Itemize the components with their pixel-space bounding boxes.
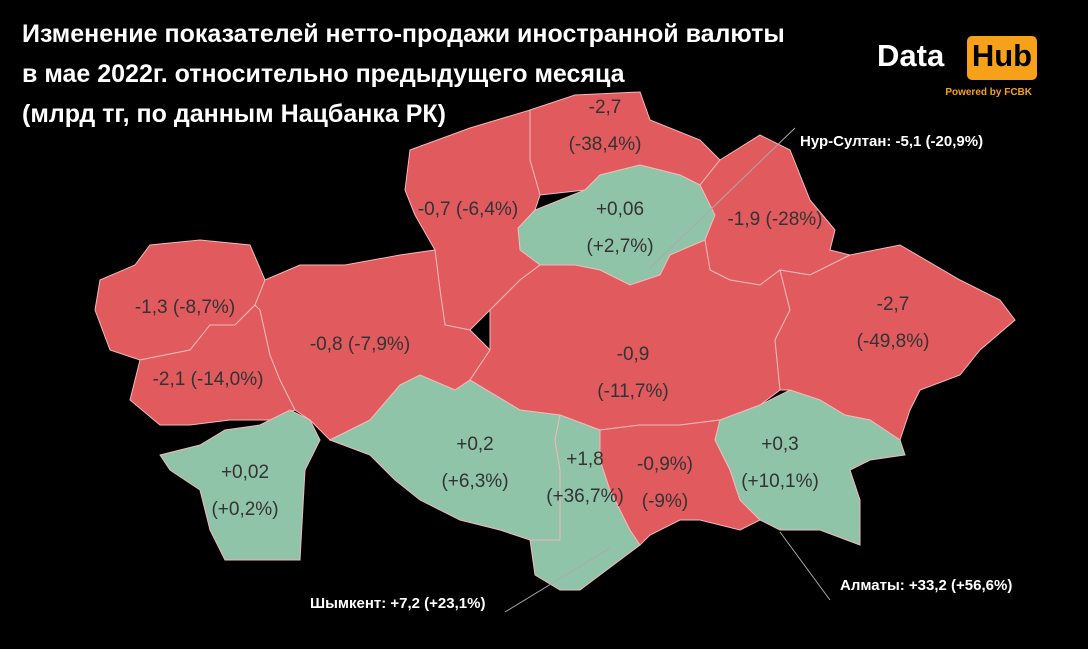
- region-label: +0,02: [221, 462, 269, 483]
- callout-line: [649, 127, 796, 269]
- region-label: -2,7: [877, 294, 910, 315]
- logo-box: [967, 36, 1037, 80]
- region-label: (+0,2%): [211, 499, 278, 520]
- region: [159, 409, 321, 561]
- city-label: Алматы: +33,2 (+56,6%): [840, 577, 1012, 594]
- region-label: (+36,7%): [546, 486, 624, 507]
- region-label: -0,7 (-6,4%): [418, 199, 518, 220]
- region-label: (-38,4%): [569, 134, 642, 155]
- logo-tagline: Powered by FCBK: [945, 87, 1032, 98]
- region-label: (-49,8%): [857, 331, 930, 352]
- region-label: -0,9%): [637, 454, 693, 475]
- region-label: (-11,7%): [597, 381, 668, 402]
- title-line: в мае 2022г. относительно предыдущего ме…: [22, 60, 626, 88]
- region-label: -2,7: [589, 97, 622, 118]
- region: [774, 244, 1016, 441]
- city-label: Нур-Султан: -5,1 (-20,9%): [800, 133, 983, 150]
- title-line: (млрд тг, по данным Нацбанка РК): [22, 100, 446, 128]
- logo-left: Data: [877, 38, 945, 73]
- region-label: -0,9: [617, 344, 650, 365]
- region-label: -2,1 (-14,0%): [153, 369, 264, 390]
- region: [599, 419, 761, 546]
- region-label: (+2,7%): [586, 236, 653, 257]
- region-label: +1,8: [566, 449, 604, 470]
- region-label: (+6,3%): [441, 471, 508, 492]
- region-label: +0,3: [761, 434, 799, 455]
- title-line: Изменение показателей нетто-продажи инос…: [22, 20, 785, 48]
- callout-line: [779, 531, 831, 601]
- region-label: -1,9 (-28%): [727, 209, 822, 230]
- region-label: (-9%): [642, 491, 688, 512]
- region-label: +0,06: [596, 199, 644, 220]
- region-label: -0,8 (-7,9%): [310, 334, 410, 355]
- region-label: (+10,1%): [741, 471, 819, 492]
- logo-right: Hub: [972, 38, 1032, 73]
- region: [714, 389, 906, 546]
- callout-line: [504, 547, 611, 613]
- city-label: Шымкент: +7,2 (+23,1%): [310, 595, 485, 612]
- region-label: +0,2: [456, 434, 494, 455]
- region-label: -1,3 (-8,7%): [135, 297, 235, 318]
